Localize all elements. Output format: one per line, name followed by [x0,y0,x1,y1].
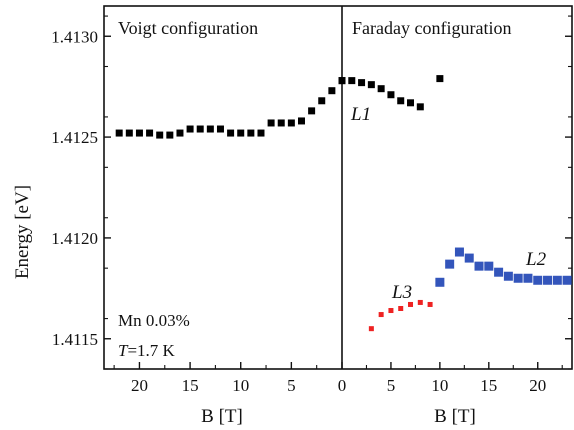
point-l2 [523,273,533,283]
point-voigt [125,129,133,137]
point-voigt [146,129,154,137]
point-l2 [562,275,572,285]
x-tick-label: 0 [338,376,347,395]
point-l3 [398,306,404,311]
point-l3 [388,308,394,314]
x-tick-label: 5 [287,376,296,395]
x-tick-label: 10 [232,376,249,395]
x-axis-title-right: B [T] [434,406,476,427]
point-l1 [397,97,405,105]
point-voigt [186,125,194,133]
series-label-l2: L2 [525,249,547,270]
y-tick-label: 1.4120 [51,229,98,248]
point-voigt [216,125,224,133]
annotation-temperature: T=1.7 K [118,341,176,360]
point-l2 [503,271,513,281]
point-l1 [338,77,346,85]
tick-layer: 1.4115 1.4120 1.4125 1.4130 20 15 10 5 0 5 10 15 20 [51,15,572,395]
series-label-l1: L1 [350,104,371,125]
panel-title-faraday: Faraday configuration [352,18,511,38]
point-l3 [417,299,423,305]
point-l2 [445,259,455,269]
point-l1 [377,85,385,93]
x-axis-title-left: B [T] [201,406,243,427]
point-l2 [454,247,464,257]
point-voigt [297,117,305,125]
point-voigt [308,107,316,115]
point-voigt [166,131,174,139]
series-label-l3: L3 [391,282,412,303]
point-voigt [267,119,275,127]
data-points-layer [115,75,572,332]
x-tick-label: 10 [431,376,448,395]
point-l3 [408,301,414,307]
point-l1 [348,77,356,85]
point-l1 [367,81,375,89]
panel-title-voigt: Voigt configuration [118,18,258,38]
point-l2 [464,253,474,263]
point-l3 [368,326,374,332]
x-tick-label: 20 [529,376,546,395]
point-l3 [378,312,384,318]
annotation-temperature-value: =1.7 K [127,341,175,360]
point-voigt [247,129,255,137]
x-tick-label: 5 [387,376,396,395]
plot-border [103,5,573,370]
point-l1 [387,91,395,99]
point-l2 [484,261,494,271]
x-tick-label: 15 [480,376,497,395]
annotation-temperature-symbol: T [118,341,129,360]
point-voigt [196,125,204,133]
point-l2 [513,273,523,283]
y-tick-label: 1.4130 [51,27,98,46]
point-l2 [533,275,543,285]
point-l1 [407,99,415,107]
plot-frame-layer [103,5,573,370]
point-l3 [427,301,433,307]
point-voigt [156,131,164,139]
point-l2 [435,277,445,287]
point-l1 [416,103,424,111]
y-axis-title: Energy [eV] [12,185,33,279]
y-tick-label: 1.4125 [51,128,98,147]
point-voigt [277,119,285,127]
point-l1 [436,75,444,83]
annotation-sample: Mn 0.03% [118,311,190,330]
y-tick-label: 1.4115 [52,330,98,349]
point-voigt [135,129,143,137]
point-voigt [206,125,214,133]
point-voigt [318,97,326,105]
point-voigt [257,129,265,137]
point-l2 [494,267,504,277]
point-voigt [287,119,295,127]
point-voigt [328,87,336,95]
point-l2 [543,275,553,285]
point-voigt [227,129,235,137]
point-voigt [237,129,245,137]
point-l2 [474,261,484,271]
point-voigt [115,129,123,137]
point-voigt [176,129,184,137]
x-tick-label: 15 [182,376,199,395]
point-l2 [552,275,562,285]
point-l1 [358,79,366,87]
x-tick-label: 20 [131,376,148,395]
